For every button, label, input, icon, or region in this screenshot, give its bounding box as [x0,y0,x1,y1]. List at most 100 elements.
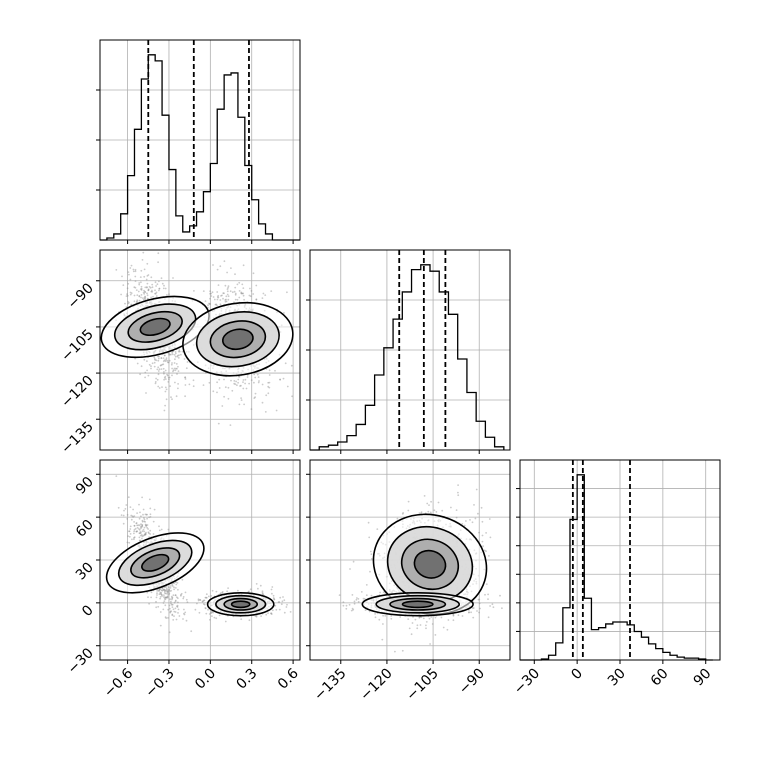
scatter-point [238,290,241,292]
scatter-point [209,292,212,295]
scatter-point [211,610,213,613]
scatter-point [137,290,140,293]
scatter-point [365,584,368,586]
scatter-point [148,285,151,288]
scatter-point [163,372,165,375]
scatter-point [227,386,230,389]
scatter-point [145,524,148,527]
scatter-point [491,603,494,606]
scatter-point [163,589,166,591]
scatter-point [291,395,293,398]
scatter-point [129,506,132,508]
scatter-point [143,520,146,523]
scatter-point [166,589,169,591]
scatter-point [127,301,130,304]
scatter-point [140,281,142,284]
scatter-point [226,290,229,293]
scatter-point [173,367,176,370]
scatter-point [133,536,136,539]
scatter-point [356,597,358,599]
scatter-point [146,360,148,362]
scatter-point [226,271,229,274]
scatter-point [170,603,173,606]
scatter-point [142,528,145,531]
scatter-point [208,613,211,615]
scatter-1-0-frame [99,249,301,451]
scatter-point [364,609,367,611]
scatter-point [166,373,169,376]
scatter-point [148,516,151,519]
y-tick-label: −105 [58,326,97,365]
scatter-point [257,587,259,590]
scatter-point [120,293,122,296]
scatter-point [345,604,348,607]
scatter-point [168,588,171,591]
scatter-point [163,600,166,602]
scatter-point [122,514,125,517]
x-tick-label: −135 [311,666,350,705]
scatter-point [213,298,216,301]
scatter-point [138,524,141,527]
scatter-point [217,422,220,425]
scatter-point [152,520,155,523]
scatter-point [214,303,217,306]
scatter-point [222,297,224,300]
scatter-point [135,522,138,524]
scatter-point [428,617,431,620]
scatter-point [130,514,133,517]
density-contour [139,317,171,337]
scatter-point [146,297,149,300]
scatter-point [154,292,156,295]
scatter-point [362,597,365,600]
scatter-point [192,385,195,388]
scatter-point [162,608,165,611]
scatter-point [164,354,166,357]
scatter-point [267,392,270,395]
scatter-point [160,357,163,359]
scatter-point [171,596,174,599]
scatter-point [437,501,440,504]
scatter-point [143,297,146,299]
scatter-point [382,591,385,594]
scatter-point [133,538,135,541]
scatter-point [174,351,177,353]
scatter-point [151,286,154,289]
scatter-point [140,523,142,525]
scatter-point [219,592,222,595]
scatter-point [353,600,356,603]
scatter-point [159,364,162,367]
scatter-point [138,503,140,506]
scatter-point [121,275,123,278]
scatter-point [156,590,159,592]
scatter-point [125,295,128,297]
scatter-point [250,408,253,410]
scatter-point [158,287,161,290]
scatter-point [240,292,243,295]
scatter-point [163,591,166,593]
scatter-point [457,614,460,617]
scatter-point [205,612,208,615]
scatter-point [430,500,432,503]
scatter-point [164,404,167,407]
scatter-point [136,300,138,303]
scatter-point [211,291,214,294]
scatter-point [181,578,184,581]
scatter-point [176,582,179,584]
scatter-point [489,536,492,539]
scatter-point [272,597,275,599]
scatter-point [142,291,145,294]
scatter-point [139,531,142,533]
scatter-point [219,265,222,268]
density-cluster [206,592,275,617]
scatter-point [167,617,169,619]
scatter-point [175,596,178,599]
scatter-point [217,294,220,297]
scatter-point [411,622,414,624]
scatter-point [133,286,136,289]
scatter-point [473,504,475,506]
scatter-point [248,294,251,297]
scatter-point [267,381,270,384]
scatter-point [485,550,487,553]
y-tick-label: −90 [65,280,97,312]
scatter-point [264,294,267,296]
